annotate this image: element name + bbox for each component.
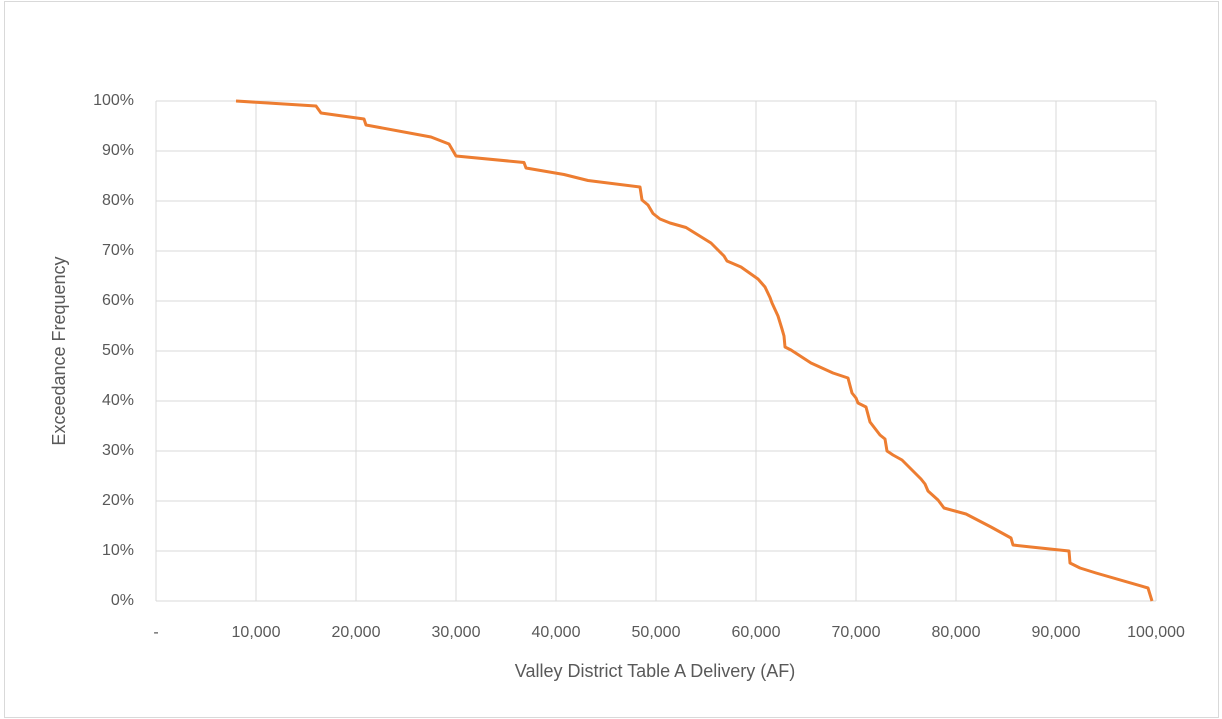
- x-tick-label: 90,000: [1032, 624, 1081, 641]
- x-tick-label: 20,000: [332, 624, 381, 641]
- y-tick-label: 80%: [102, 192, 134, 209]
- chart-border: [4, 1, 1219, 718]
- x-tick-label: 70,000: [832, 624, 881, 641]
- x-tick-label: 10,000: [232, 624, 281, 641]
- y-tick-label: 50%: [102, 342, 134, 359]
- y-tick-label: 100%: [93, 92, 134, 109]
- y-tick-label: 70%: [102, 242, 134, 259]
- x-tick-label: 100,000: [1127, 624, 1185, 641]
- x-tick-label: 80,000: [932, 624, 981, 641]
- x-tick-label: 60,000: [732, 624, 781, 641]
- y-tick-label: 40%: [102, 392, 134, 409]
- x-tick-label: 30,000: [432, 624, 481, 641]
- x-tick-label: 40,000: [532, 624, 581, 641]
- x-tick-label: 50,000: [632, 624, 681, 641]
- y-tick-label: 10%: [102, 542, 134, 559]
- data-line: [235, 99, 1154, 602]
- y-tick-label: 30%: [102, 442, 134, 459]
- x-tick-label: -: [153, 624, 158, 641]
- x-axis-title: Valley District Table A Delivery (AF): [515, 661, 795, 681]
- y-tick-label: 60%: [102, 292, 134, 309]
- y-tick-label: 90%: [102, 142, 134, 159]
- y-tick-label: 0%: [111, 592, 134, 609]
- y-axis-title: Exceedance Frequency: [49, 256, 69, 445]
- y-tick-label: 20%: [102, 492, 134, 509]
